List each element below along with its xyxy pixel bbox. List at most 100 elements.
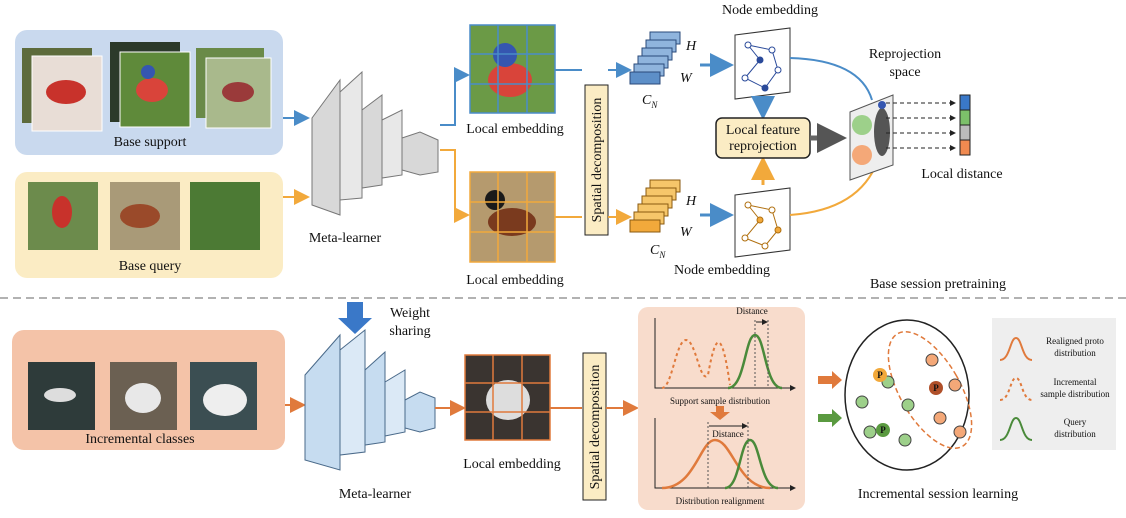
nodes: [898, 433, 912, 447]
label: space: [889, 65, 920, 80]
nodes: [953, 425, 967, 439]
meta-learner: [311, 70, 439, 216]
arrow: [818, 371, 842, 389]
label: Meta-learner: [309, 231, 382, 246]
graph: [774, 226, 782, 234]
arrow: [789, 57, 873, 101]
label: Distribution realignment: [676, 496, 765, 506]
graph: [768, 206, 776, 214]
distance-bar: [959, 94, 971, 111]
label: Local distance: [921, 167, 1002, 182]
grid: [464, 354, 551, 441]
tensor: [629, 179, 681, 233]
cluster: [852, 115, 872, 135]
label: H: [685, 194, 697, 209]
bird: [203, 384, 247, 416]
decomposition-box: [584, 84, 609, 236]
meta-learner: [361, 94, 383, 189]
bird: [488, 208, 536, 236]
caption: Base session pretraining: [870, 277, 1006, 292]
label: C: [642, 93, 652, 108]
label: Incremental classes: [85, 432, 194, 447]
graph: [774, 66, 782, 74]
nodes: [933, 411, 947, 425]
label: Local embedding: [463, 457, 561, 472]
label: Spatial decomposition: [590, 98, 605, 223]
bird: [488, 63, 532, 97]
label: CN: [650, 243, 666, 260]
label: CN: [642, 93, 658, 110]
proto: [929, 381, 943, 395]
label: W: [680, 71, 693, 86]
legend-label: sample distribution: [1040, 389, 1110, 399]
graph: [741, 74, 749, 82]
photo: [190, 182, 260, 250]
nodes: [855, 395, 869, 409]
meta-learner: [364, 350, 386, 446]
legend-label: Realigned proto distribution: [1046, 336, 1104, 358]
legend-label: Realigned proto: [1046, 336, 1104, 346]
label: C: [650, 243, 660, 258]
legend-label: Incremental sample distribution: [1040, 377, 1110, 399]
tensor: [629, 219, 661, 233]
nodes: [925, 353, 939, 367]
legend-label: Query: [1064, 417, 1087, 427]
tensor: [629, 71, 661, 85]
meta-learner: [404, 391, 436, 433]
shared-arrow: [338, 302, 372, 334]
legend-curve: [999, 336, 1033, 361]
label: Local feature reprojection: [726, 123, 800, 154]
legend-curve: [999, 416, 1033, 441]
decomposition-box: [582, 352, 607, 501]
proto-curve: [661, 438, 771, 490]
label: Local embedding: [466, 273, 564, 288]
graph: [744, 201, 752, 209]
dashed-arrows: [886, 100, 956, 151]
nodes: [948, 378, 962, 392]
bird: [141, 65, 155, 79]
label: Meta-learner: [339, 487, 412, 502]
meta-learner: [339, 70, 363, 201]
bird: [493, 43, 517, 67]
distance-bar: [959, 139, 971, 156]
bird: [120, 204, 160, 228]
graph: [761, 242, 769, 250]
arrow: [440, 149, 470, 223]
label: P: [880, 425, 886, 435]
bird: [485, 190, 505, 210]
label: Reprojection: [869, 47, 941, 62]
label: sharing: [389, 324, 430, 339]
graph: [761, 84, 769, 92]
label: Weight: [390, 306, 430, 321]
label: Distance: [712, 429, 744, 439]
caption: Incremental session learning: [858, 487, 1018, 502]
label: P: [877, 370, 883, 380]
legend-label: Incremental: [1054, 377, 1097, 387]
nodes: [855, 353, 967, 447]
query-curve: [724, 438, 779, 490]
meta-learner: [381, 109, 403, 179]
legend-curve: [999, 376, 1033, 401]
cluster: [852, 145, 872, 165]
cluster: [878, 101, 886, 109]
label: Base support: [114, 135, 187, 150]
bird: [222, 82, 254, 102]
graph: [756, 56, 764, 64]
grid: [464, 354, 551, 441]
bird: [46, 80, 86, 104]
support-curve: [661, 338, 731, 389]
label: Spatial decomposition: [588, 365, 603, 490]
legend-label: Query distribution: [1054, 417, 1096, 439]
tensor: [629, 31, 681, 85]
legend-label: distribution: [1054, 348, 1096, 358]
bird: [136, 78, 168, 102]
meta-learner: [384, 369, 406, 437]
cluster: [874, 108, 890, 156]
bird: [52, 196, 72, 228]
label: Local feature: [726, 123, 800, 138]
proto: [876, 423, 890, 437]
arrow: [818, 409, 842, 427]
arrow: [440, 67, 470, 126]
nodes: [901, 398, 915, 412]
